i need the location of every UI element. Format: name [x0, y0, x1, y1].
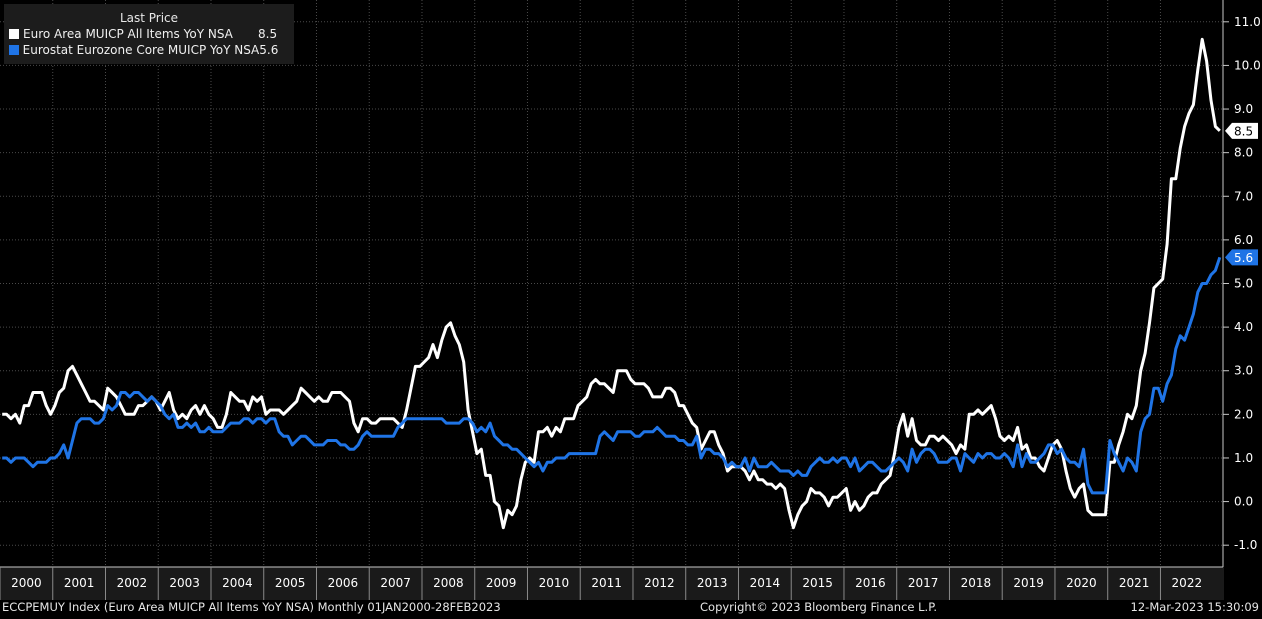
x-tick-label: 2012: [644, 576, 675, 590]
y-tick-label: 8.0: [1234, 146, 1253, 160]
x-tick-label: 2000: [11, 576, 42, 590]
x-tick-label: 2015: [802, 576, 833, 590]
x-tick-label: 2014: [750, 576, 781, 590]
y-tick-label: 3.0: [1234, 364, 1253, 378]
legend-item-label: Eurostat Eurozone Core MUICP YoY NSA: [22, 43, 260, 57]
footer-timestamp: 12-Mar-2023 15:30:09: [1130, 600, 1259, 614]
x-tick-label: 2009: [486, 576, 517, 590]
line-chart: -1.0 0.0 1.0 2.0 3.0 4.0 5.0 6.0 7.0 8.0 9.0 10.0 11…: [0, 0, 1261, 600]
series-line-core: [2, 256, 1222, 495]
y-tick-label: 5.0: [1234, 277, 1253, 291]
x-tick-label: 2008: [433, 576, 464, 590]
x-tick-label: 2021: [1119, 576, 1150, 590]
footer-copyright: Copyright© 2023 Bloomberg Finance L.P.: [700, 600, 937, 614]
legend-swatch-white: [9, 29, 19, 39]
y-tick-label: 4.0: [1234, 320, 1253, 334]
y-tick-label: 0.0: [1234, 495, 1253, 509]
legend-item-core: Eurostat Eurozone Core MUICP YoY NSA 5.6: [4, 42, 294, 58]
x-tick-label: 2011: [591, 576, 622, 590]
chart-axes: -1.0 0.0 1.0 2.0 3.0 4.0 5.0 6.0 7.0 8.0 9.0 10.0 11…: [0, 0, 1261, 600]
x-tick-label: 2016: [855, 576, 886, 590]
chart-legend: Last Price Euro Area MUICP All Items YoY…: [4, 4, 294, 64]
y-tick-label: -1.0: [1234, 538, 1257, 552]
x-axis-band: [0, 567, 1224, 600]
x-tick-label: 2002: [117, 576, 148, 590]
legend-item-all-items: Euro Area MUICP All Items YoY NSA 8.5: [4, 26, 294, 42]
series-line-all-items: [2, 37, 1221, 530]
y-tick-label: 1.0: [1234, 451, 1253, 465]
x-tick-label: 2010: [539, 576, 570, 590]
x-tick-label: 2003: [169, 576, 200, 590]
x-tick-label: 2005: [275, 576, 306, 590]
last-value-marker: [1225, 122, 1258, 139]
footer-index-info: ECCPEMUY Index (Euro Area MUICP All Item…: [2, 600, 501, 614]
x-tick-label: 2017: [908, 576, 939, 590]
last-value-label: 8.5: [1234, 124, 1253, 138]
x-tick-label: 2007: [380, 576, 411, 590]
y-tick-label: 10.0: [1234, 58, 1261, 72]
x-tick-label: 2006: [328, 576, 359, 590]
x-tick-label: 2001: [64, 576, 95, 590]
legend-swatch-blue: [9, 45, 19, 55]
last-value-label: 5.6: [1234, 251, 1253, 265]
y-tick-label: 11.0: [1234, 15, 1261, 29]
legend-item-value: 5.6: [259, 43, 279, 57]
x-tick-label: 2020: [1066, 576, 1097, 590]
y-tick-label: 6.0: [1234, 233, 1253, 247]
x-tick-label: 2022: [1172, 576, 1203, 590]
legend-title: Last Price: [119, 11, 179, 25]
y-tick-label: 2.0: [1234, 407, 1253, 421]
y-tick-label: 7.0: [1234, 189, 1253, 203]
chart-series: [2, 37, 1222, 530]
chart-grid: [0, 0, 1222, 567]
x-tick-label: 2013: [697, 576, 728, 590]
y-tick-label: 9.0: [1234, 102, 1253, 116]
x-tick-label: 2018: [961, 576, 992, 590]
last-value-marker: [1225, 249, 1258, 266]
x-tick-label: 2019: [1013, 576, 1044, 590]
x-tick-label: 2004: [222, 576, 253, 590]
legend-item-label: Euro Area MUICP All Items YoY NSA: [23, 27, 233, 41]
legend-item-value: 8.5: [258, 27, 278, 41]
